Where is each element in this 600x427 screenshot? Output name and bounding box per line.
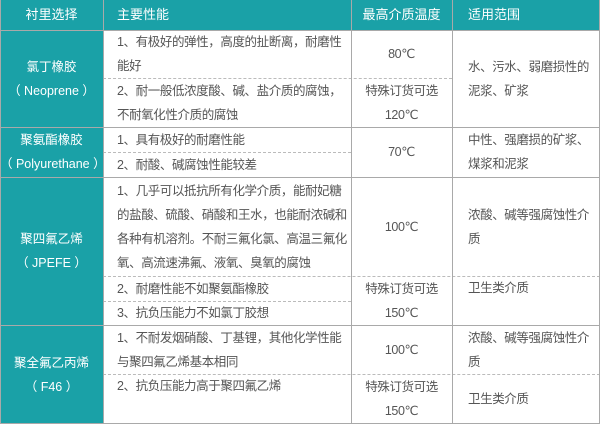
- lining-name: 聚氨酯橡胶: [20, 133, 83, 147]
- lining-code: （ F46 ）: [24, 379, 79, 394]
- scope-text: 浓酸、碱等强腐蚀性介质: [468, 207, 590, 246]
- header-max-temp: 最高介质温度: [351, 0, 452, 30]
- col-divider: [351, 0, 352, 424]
- temp-special: 特殊订货可选 150℃: [351, 276, 452, 325]
- col-divider: [0, 0, 1, 424]
- lining-neoprene: 氯丁橡胶 （ Neoprene ）: [0, 30, 103, 127]
- property-text: 2、抗负压能力高于聚四氟乙烯: [117, 379, 281, 393]
- sub-row-divider: [103, 152, 351, 153]
- lining-code: （ Polyurethane ）: [0, 157, 106, 171]
- scope-text: 卫生类介质: [468, 392, 529, 406]
- lining-name: 聚全氟乙丙烯: [13, 355, 89, 370]
- scope-text: 浓酸、碱等强腐蚀性介质: [468, 330, 590, 369]
- row-divider: [0, 127, 600, 128]
- temp-value: 100℃: [384, 342, 419, 357]
- header-lining: 衬里选择: [0, 0, 103, 30]
- property-text: 1、几乎可以抵抗所有化学介质，能耐妃糖的盐酸、硫酸、硝酸和王水，也能耐浓碱和各种…: [117, 183, 347, 270]
- scope-text: 水、污水、弱磨损性的泥浆、矿浆: [468, 59, 590, 98]
- sub-row-divider: [103, 78, 452, 79]
- temp-special-label: 特殊订货可选: [365, 281, 438, 296]
- temp-value: 80℃: [388, 47, 415, 61]
- temp-special-value: 150℃: [384, 404, 419, 418]
- property-text: 2、耐磨性能不如聚氨酯橡胶: [117, 281, 269, 296]
- temp-special: 特殊订货可选 150℃: [351, 374, 452, 424]
- lining-name: 聚四氟乙烯: [20, 232, 83, 246]
- temp-special-value: 120℃: [384, 107, 419, 122]
- col-divider: [103, 0, 104, 424]
- property-text: 1、具有极好的耐磨性能: [117, 132, 245, 147]
- property-text: 1、不耐发烟硝酸、丁基锂，其他化学性能与聚四氟乙烯基本相同: [117, 330, 342, 369]
- property-text: 2、耐酸、碱腐蚀性能较差: [117, 157, 257, 172]
- property-text: 1、有极好的弹性，高度的扯断离，耐磨性能好: [117, 35, 342, 73]
- lining-polyurethane: 聚氨酯橡胶 （ Polyurethane ）: [0, 127, 106, 177]
- lining-code: （ JPEFE ）: [16, 256, 87, 270]
- lining-code: （ Neoprene ）: [8, 83, 95, 98]
- row-divider: [0, 177, 600, 178]
- col-divider: [452, 0, 453, 424]
- row-divider: [0, 30, 600, 31]
- row-divider: [0, 325, 600, 326]
- temp-special-value: 150℃: [384, 305, 419, 320]
- header-scope: 适用范围: [452, 0, 600, 30]
- lining-f46: 聚全氟乙丙烯 （ F46 ）: [0, 325, 103, 424]
- scope-text: 中性、强磨损的矿浆、煤浆和泥浆: [468, 133, 590, 171]
- row-divider: [0, 423, 600, 424]
- temp-special-label: 特殊订货可选: [365, 83, 438, 98]
- lining-ptfe: 聚四氟乙烯 （ JPEFE ）: [0, 177, 103, 325]
- property-text: 2、耐一般低浓度酸、碱、盐介质的腐蚀，不耐氧化性介质的腐蚀: [117, 83, 342, 122]
- temp-special-label: 特殊订货可选: [365, 380, 438, 394]
- temp-special: 特殊订货可选 120℃: [351, 78, 452, 127]
- lining-name: 氯丁橡胶: [26, 59, 77, 74]
- temp-value: 70℃: [388, 145, 415, 159]
- header-properties: 主要性能: [103, 0, 351, 30]
- scope-text: 卫生类介质: [468, 281, 529, 295]
- temp-value: 100℃: [384, 219, 419, 234]
- sub-row-divider: [103, 301, 351, 302]
- property-text: 3、抗负压能力不如氯丁胶想: [117, 306, 269, 320]
